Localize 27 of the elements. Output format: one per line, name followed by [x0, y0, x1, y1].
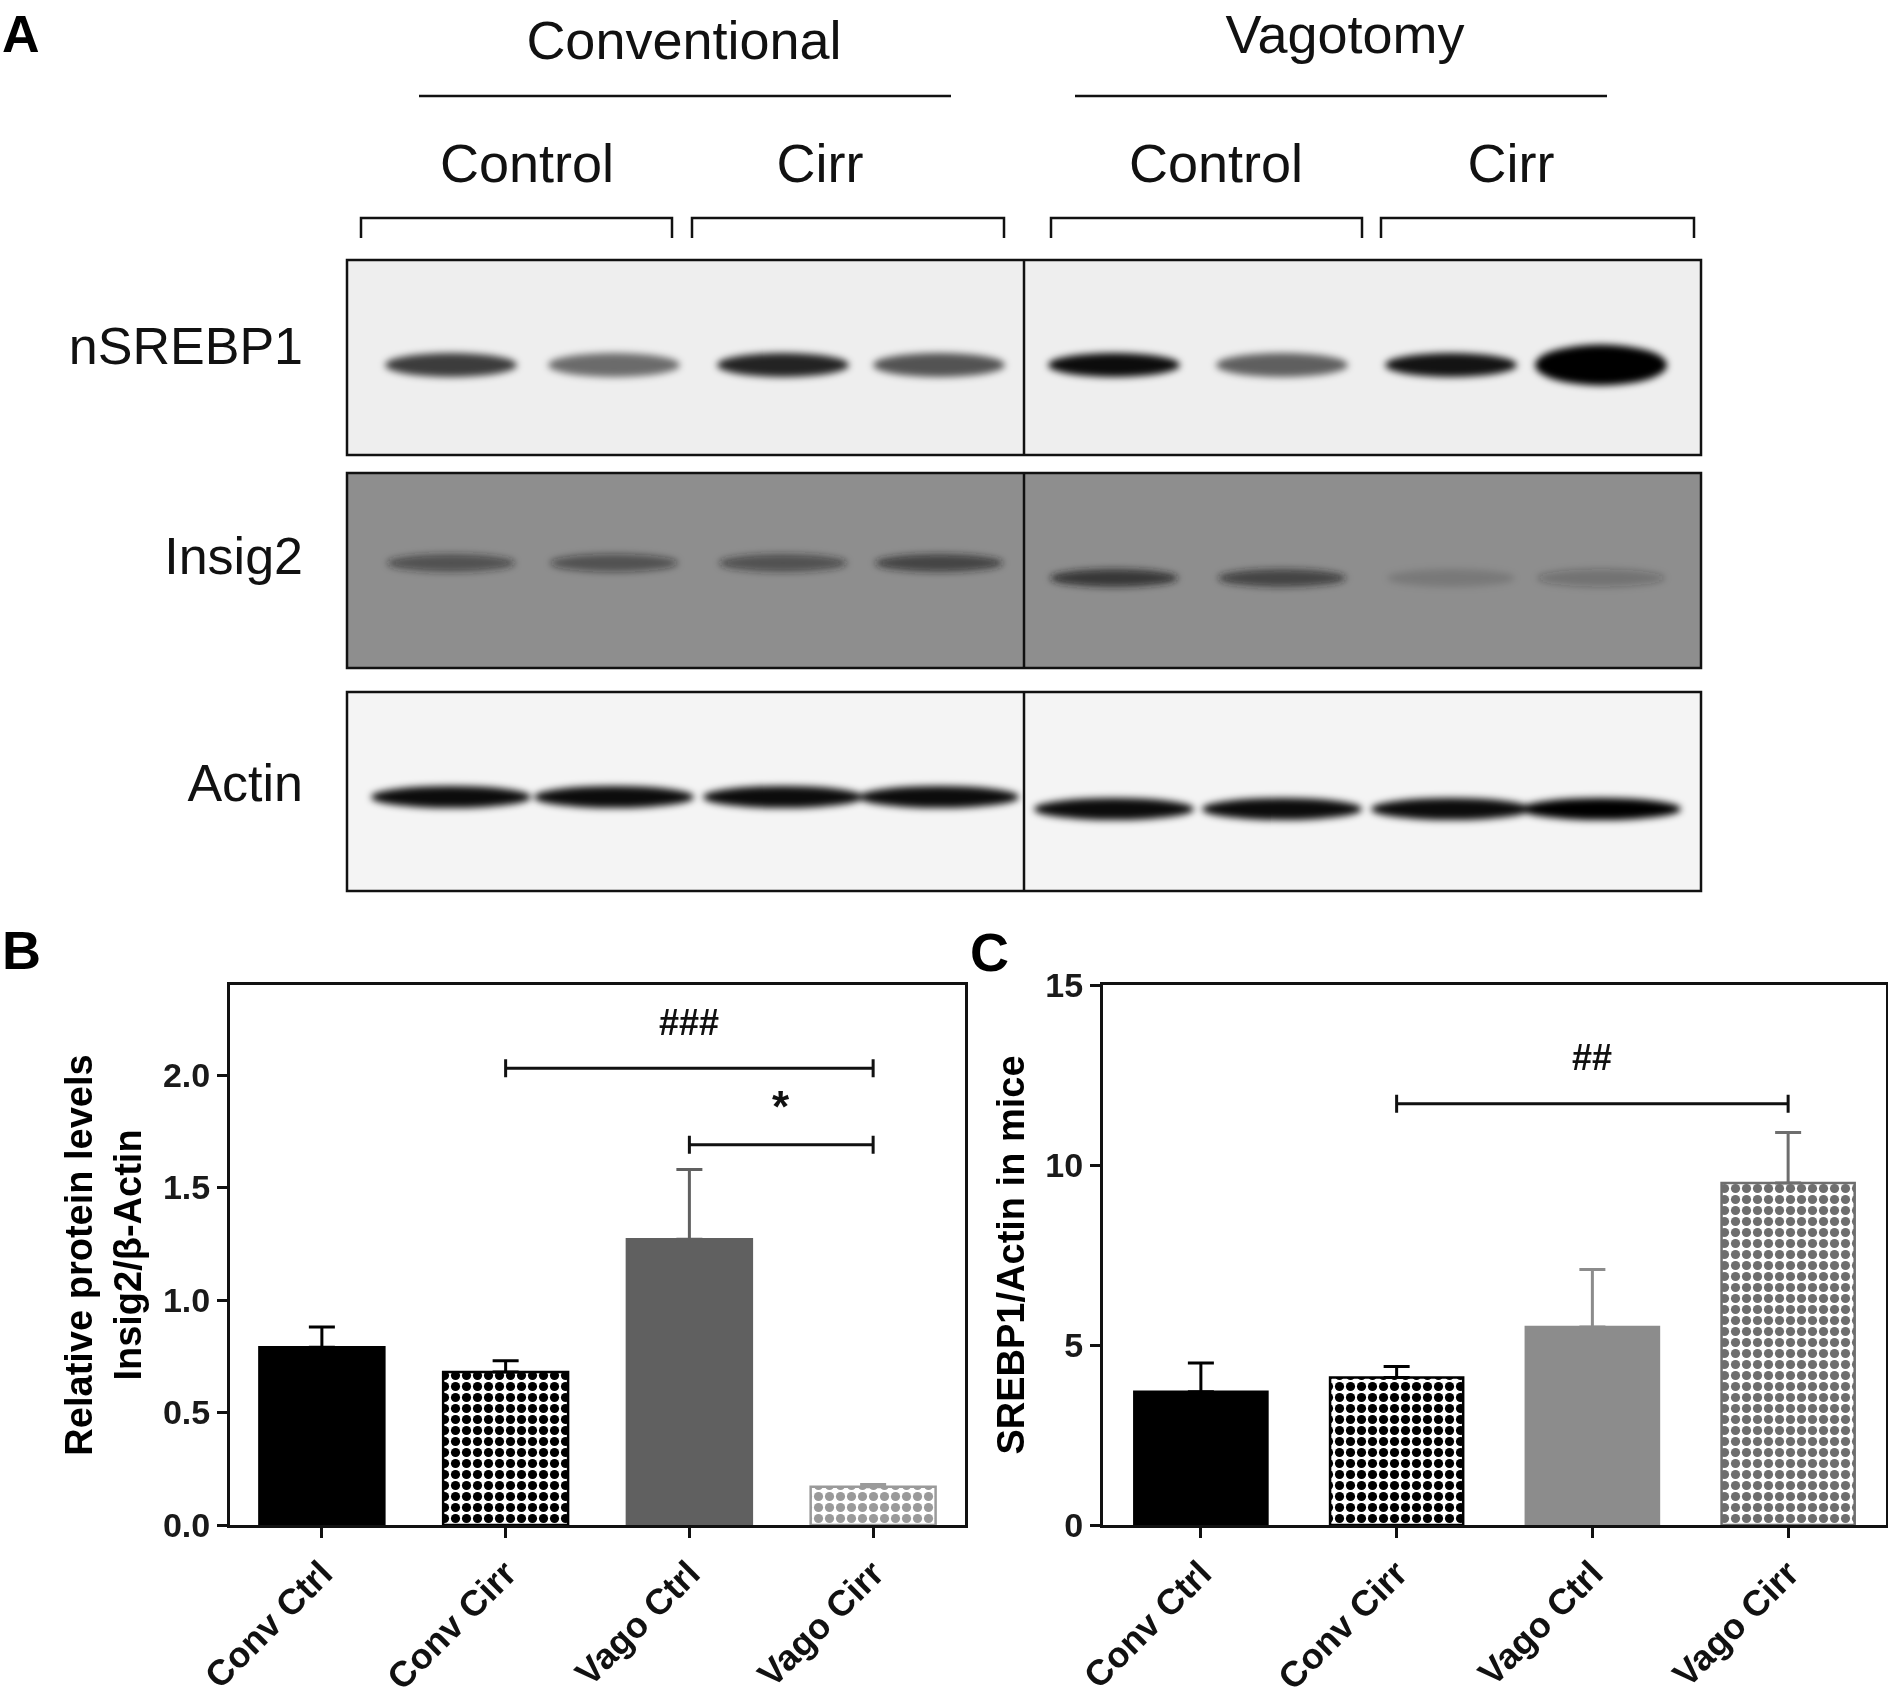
y-tick-label: 5 [1064, 1325, 1084, 1364]
annotation: * [772, 1082, 790, 1131]
text: Cirr [776, 133, 864, 193]
y-tick-label: 1.5 [162, 1168, 211, 1207]
y-axis-title: SREBP1/Actin in mice [989, 1055, 1032, 1455]
chart-title: C [970, 921, 1009, 982]
annotation: ## [1572, 1037, 1613, 1078]
y-tick-label: 0.0 [162, 1505, 211, 1544]
text: Insig2 [164, 527, 303, 585]
y-tick-label: 10 [1045, 1145, 1084, 1184]
text: Cirr [1467, 133, 1555, 193]
text: Control [439, 133, 615, 193]
text: Control [1128, 133, 1304, 193]
text: Vagotomy [1225, 4, 1465, 64]
y-tick-label: 1.0 [162, 1280, 211, 1319]
y-tick-label: 0 [1064, 1505, 1084, 1544]
text: A [2, 5, 40, 63]
y-tick-label: 15 [1045, 965, 1084, 1004]
y-tick-label: 2.0 [162, 1055, 211, 1094]
text: Actin [187, 754, 303, 812]
bar [809, 1485, 937, 1525]
y-tick-label: 0.5 [162, 1393, 211, 1432]
text: nSREBP1 [68, 317, 303, 375]
annotation: ### [659, 1002, 720, 1043]
chart-title: B [2, 919, 41, 980]
y-axis-title: Relative protein levels Insig2/β-Actin [57, 1054, 150, 1456]
text: Conventional [526, 10, 842, 70]
